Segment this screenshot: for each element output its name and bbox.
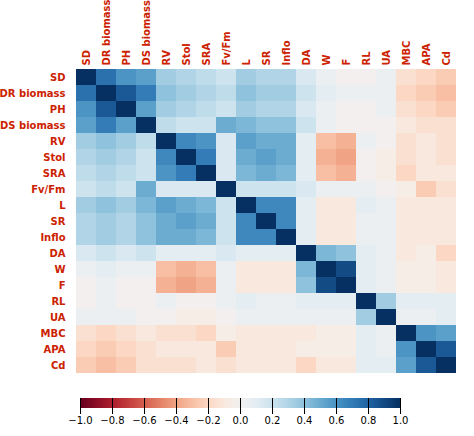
- svg-text:−0.2: −0.2: [196, 415, 220, 426]
- svg-text:Stol: Stol: [181, 43, 192, 65]
- svg-text:APA: APA: [44, 344, 66, 355]
- svg-text:DS biomass: DS biomass: [141, 0, 152, 66]
- svg-text:RV: RV: [161, 50, 172, 66]
- svg-text:−0.4: −0.4: [164, 415, 188, 426]
- svg-text:Fv/Fm: Fv/Fm: [31, 184, 65, 195]
- svg-text:Stol: Stol: [43, 152, 65, 163]
- svg-text:SR: SR: [51, 216, 66, 227]
- svg-text:RV: RV: [50, 136, 66, 147]
- svg-text:Fv/Fm: Fv/Fm: [221, 31, 232, 65]
- svg-text:RL: RL: [51, 296, 66, 307]
- svg-text:PH: PH: [50, 104, 66, 115]
- svg-text:UA: UA: [381, 50, 392, 66]
- svg-text:−0.8: −0.8: [100, 415, 124, 426]
- svg-text:W: W: [321, 54, 332, 65]
- svg-text:APA: APA: [421, 43, 432, 65]
- svg-text:0.8: 0.8: [361, 415, 377, 426]
- svg-text:SD: SD: [50, 72, 66, 83]
- svg-text:−0.6: −0.6: [132, 415, 156, 426]
- svg-text:SRA: SRA: [43, 168, 66, 179]
- svg-text:Inflo: Inflo: [281, 40, 292, 65]
- svg-text:0.2: 0.2: [265, 415, 281, 426]
- svg-text:DS biomass: DS biomass: [0, 120, 66, 131]
- svg-text:0.6: 0.6: [329, 415, 345, 426]
- svg-text:0.4: 0.4: [297, 415, 313, 426]
- svg-text:RL: RL: [361, 51, 372, 66]
- svg-text:Inflo: Inflo: [40, 232, 65, 243]
- svg-text:DA: DA: [301, 49, 312, 65]
- svg-text:W: W: [54, 264, 65, 275]
- svg-text:F: F: [59, 280, 66, 291]
- svg-text:L: L: [59, 200, 66, 211]
- svg-text:SRA: SRA: [201, 43, 212, 66]
- svg-text:1.0: 1.0: [393, 415, 409, 426]
- svg-text:SD: SD: [81, 50, 92, 66]
- svg-text:L: L: [241, 59, 252, 66]
- svg-text:0.0: 0.0: [233, 415, 249, 426]
- svg-text:Cd: Cd: [441, 51, 452, 66]
- svg-text:UA: UA: [50, 312, 66, 323]
- svg-text:MBC: MBC: [401, 41, 412, 66]
- svg-text:DR biomass: DR biomass: [0, 88, 66, 99]
- svg-text:F: F: [341, 59, 352, 66]
- svg-text:SR: SR: [261, 50, 272, 65]
- svg-text:DA: DA: [49, 248, 65, 259]
- svg-text:Cd: Cd: [51, 360, 66, 371]
- svg-text:DR biomass: DR biomass: [101, 0, 112, 66]
- svg-text:PH: PH: [121, 50, 132, 66]
- svg-text:−1.0: −1.0: [68, 415, 92, 426]
- svg-text:MBC: MBC: [41, 328, 66, 339]
